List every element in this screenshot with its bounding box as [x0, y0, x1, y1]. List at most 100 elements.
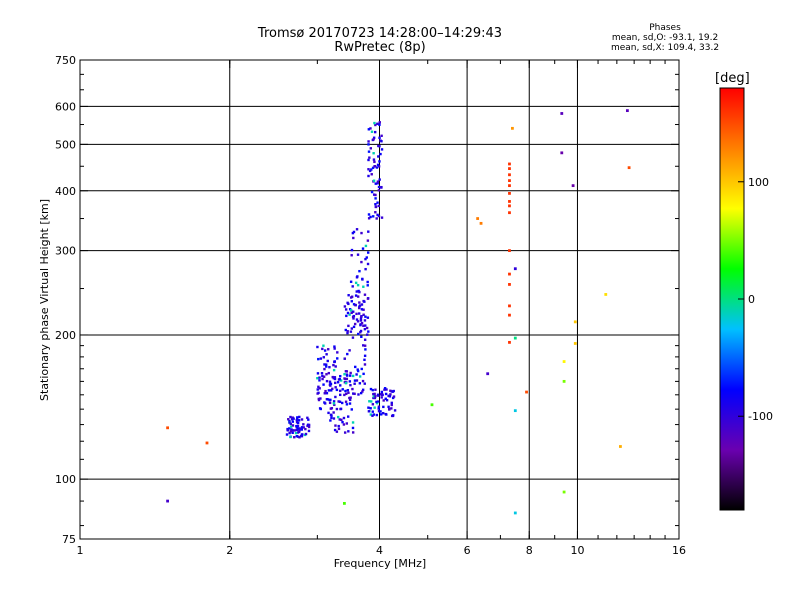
- trace-point: [288, 419, 291, 423]
- trace-point: [333, 403, 336, 407]
- trace-point: [348, 396, 351, 400]
- scatter-point: [625, 109, 629, 113]
- trace-point: [327, 389, 331, 392]
- scatter-point: [604, 293, 608, 296]
- trace-point: [367, 410, 371, 413]
- scatter-point: [430, 403, 434, 407]
- trace-point: [324, 389, 327, 393]
- trace-point: [375, 401, 379, 405]
- trace-point: [344, 328, 347, 332]
- trace-point: [380, 148, 384, 151]
- trace-point: [350, 248, 354, 252]
- trace-point: [369, 387, 373, 391]
- trace-point: [345, 377, 349, 381]
- trace-point: [338, 400, 342, 404]
- trace-point: [327, 348, 330, 351]
- trace-point: [347, 391, 350, 394]
- trace-point: [346, 301, 349, 305]
- axes: 1 2 4 6 8 10 16 75 100 200 300 400 500 600 750: [55, 54, 686, 557]
- scatter-point: [508, 340, 511, 344]
- y-tick-label: 300: [55, 245, 76, 258]
- trace-point: [358, 304, 362, 307]
- trace-point: [307, 418, 310, 421]
- trace-point: [352, 317, 355, 320]
- trace-point: [353, 322, 357, 326]
- trace-point: [374, 203, 377, 206]
- scatter-point: [573, 320, 577, 324]
- trace-point: [372, 396, 375, 400]
- trace-point: [371, 388, 374, 392]
- trace-point: [335, 430, 339, 433]
- trace-point: [380, 390, 384, 394]
- scatter-point: [619, 445, 622, 448]
- trace-point: [362, 313, 365, 316]
- trace-point: [320, 372, 324, 375]
- trace-point: [318, 379, 321, 382]
- trace-point: [379, 413, 383, 416]
- scatter-point: [479, 221, 483, 225]
- trace-point: [318, 387, 321, 390]
- trace-point: [372, 136, 376, 139]
- chart-title-line2: RwPretec (8p): [334, 40, 426, 55]
- trace-point: [322, 383, 325, 386]
- scatter-point: [571, 184, 575, 188]
- phase-colorbar: 100 0 -100: [719, 87, 773, 511]
- trace-point: [372, 152, 375, 155]
- trace-point: [368, 169, 372, 173]
- scatter-point: [205, 441, 209, 445]
- trace-point: [323, 367, 326, 371]
- trace-point: [377, 189, 381, 192]
- trace-point: [351, 426, 355, 430]
- y-tick-label: 400: [55, 185, 76, 198]
- trace-point: [325, 365, 328, 368]
- colorbar-label: [deg]: [715, 71, 750, 86]
- trace-point: [323, 349, 327, 352]
- trace-point: [351, 374, 355, 378]
- scatter-point: [508, 313, 511, 317]
- trace-point: [379, 152, 382, 156]
- scatter-point: [513, 409, 517, 413]
- trace-point: [334, 381, 337, 385]
- trace-point: [374, 193, 377, 197]
- trace-point: [331, 375, 334, 379]
- trace-point: [352, 310, 355, 313]
- trace-point: [372, 179, 376, 182]
- trace-point: [362, 285, 365, 288]
- trace-point: [325, 391, 329, 395]
- scatter-point: [508, 162, 511, 166]
- trace-point: [317, 397, 321, 401]
- trace-point: [391, 396, 395, 400]
- trace-point: [297, 427, 300, 430]
- trace-point: [350, 295, 354, 298]
- phases-heading: Phases: [649, 23, 681, 33]
- trace-point: [360, 335, 363, 339]
- trace-point: [289, 435, 292, 439]
- colorbar-tick-label: 100: [748, 176, 769, 189]
- trace-point: [355, 290, 358, 293]
- x-tick-label: 2: [226, 544, 233, 557]
- trace-point: [357, 393, 360, 396]
- trace-point: [340, 418, 343, 422]
- trace-point: [380, 134, 383, 137]
- trace-point: [322, 356, 325, 359]
- trace-point: [290, 428, 293, 431]
- scatter-point: [508, 200, 511, 203]
- trace-point: [365, 326, 369, 330]
- x-tick-label: 10: [570, 544, 584, 557]
- trace-point: [350, 327, 354, 330]
- trace-point: [295, 434, 299, 438]
- scatter-point: [513, 267, 517, 271]
- trace-point: [334, 424, 337, 427]
- trace-point: [333, 428, 337, 432]
- trace-point: [358, 375, 362, 378]
- trace-point: [296, 416, 299, 419]
- trace-point: [302, 426, 305, 429]
- trace-point: [288, 421, 291, 424]
- trace-point: [366, 239, 370, 242]
- trace-point: [366, 316, 370, 319]
- trace-point: [316, 345, 319, 349]
- y-tick-label: 100: [55, 473, 76, 486]
- trace-point: [355, 373, 358, 376]
- trace-point: [376, 213, 379, 217]
